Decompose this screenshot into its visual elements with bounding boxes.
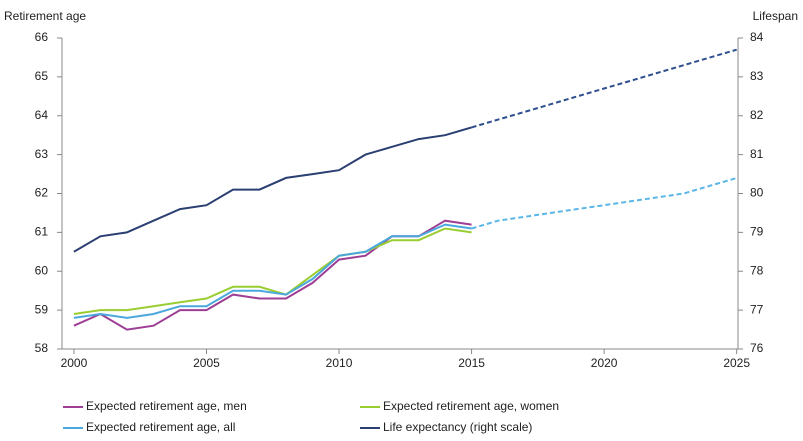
y2-tick-label: 76 bbox=[750, 341, 764, 355]
line bbox=[73, 223, 472, 319]
line bbox=[73, 227, 472, 315]
legend-label: Expected retirement age, women bbox=[383, 399, 559, 413]
projection-line bbox=[471, 48, 737, 129]
y-tick-label: 66 bbox=[35, 30, 49, 44]
x-tick-label: 2020 bbox=[591, 356, 618, 370]
y-axis-label: Retirement age bbox=[4, 9, 86, 23]
y-tick-label: 58 bbox=[35, 341, 49, 355]
line bbox=[73, 126, 472, 253]
y2-tick-label: 83 bbox=[750, 69, 764, 83]
y2-tick-label: 84 bbox=[750, 30, 764, 44]
x-tick-label: 2010 bbox=[326, 356, 353, 370]
y-tick-label: 59 bbox=[35, 302, 49, 316]
legend-label: Expected retirement age, all bbox=[86, 420, 235, 434]
y-tick-label: 61 bbox=[35, 225, 49, 239]
y2-tick-label: 79 bbox=[750, 225, 764, 239]
y-tick-label: 62 bbox=[35, 186, 49, 200]
y-tick-label: 63 bbox=[35, 147, 49, 161]
y2-tick-label: 78 bbox=[750, 263, 764, 277]
x-tick-label: 2000 bbox=[61, 356, 88, 370]
legend-label: Life expectancy (right scale) bbox=[383, 420, 532, 434]
y-tick-label: 64 bbox=[35, 108, 49, 122]
y-tick-label: 60 bbox=[35, 263, 49, 277]
x-tick-label: 2025 bbox=[723, 356, 750, 370]
legend-label: Expected retirement age, men bbox=[86, 399, 247, 413]
y-tick-label: 65 bbox=[35, 69, 49, 83]
y2-tick-label: 82 bbox=[750, 108, 764, 122]
y2-tick-label: 80 bbox=[750, 186, 764, 200]
y2-tick-label: 81 bbox=[750, 147, 764, 161]
x-tick-label: 2015 bbox=[458, 356, 485, 370]
y2-tick-label: 77 bbox=[750, 302, 764, 316]
y2-axis-label: Lifespan bbox=[753, 9, 798, 23]
projection-line bbox=[471, 177, 737, 230]
x-tick-label: 2005 bbox=[193, 356, 220, 370]
